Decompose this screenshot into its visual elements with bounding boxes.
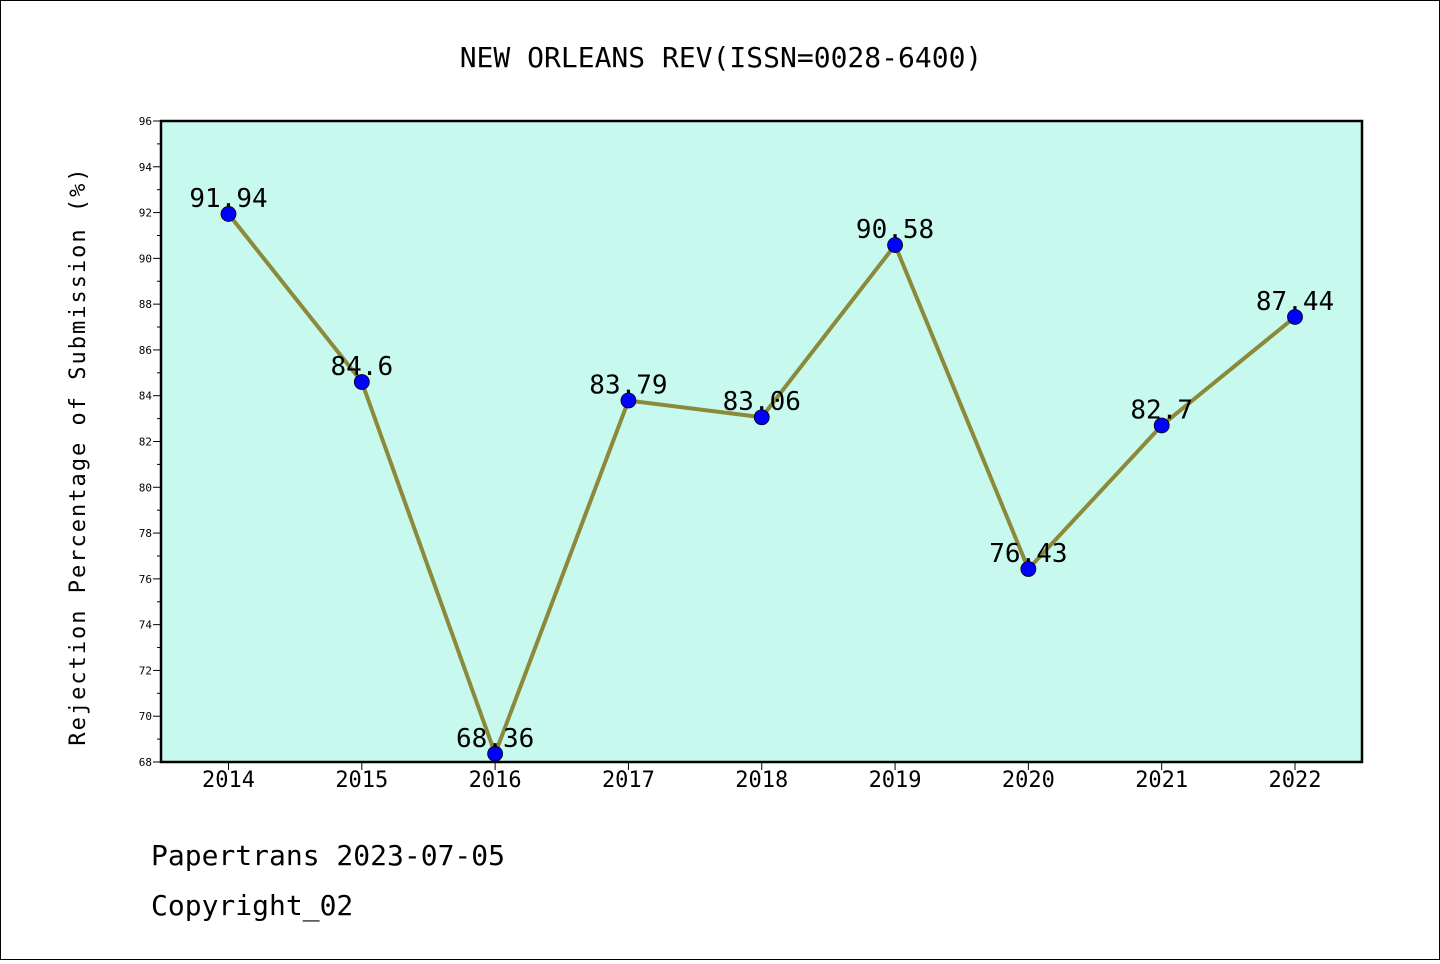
data-label: 83.79 xyxy=(589,371,667,401)
data-point xyxy=(887,237,903,253)
y-tick-label: 76 xyxy=(139,573,152,586)
data-label: 76.43 xyxy=(989,539,1067,569)
series-line: 91.94 84.6 68.36 83.79 83.06 90.58 76.43 82.7 87… xyxy=(189,184,1334,762)
x-tick-label: 2014 xyxy=(202,768,255,793)
plot-border xyxy=(159,119,1364,764)
data-point xyxy=(220,206,237,222)
data-point xyxy=(1020,561,1037,577)
x-tick-label: 2017 xyxy=(602,768,655,793)
data-label: 87.44 xyxy=(1256,287,1334,317)
chart-title: NEW ORLEANS REV(ISSN=0028-6400) xyxy=(460,41,983,74)
y-tick-label: 96 xyxy=(139,115,152,128)
data-label: 90.58 xyxy=(856,215,934,245)
x-tick-label: 2019 xyxy=(869,768,922,793)
y-tick-label: 68 xyxy=(139,756,152,769)
y-tick-label: 94 xyxy=(139,161,153,174)
x-tick-label: 2021 xyxy=(1135,768,1188,793)
data-label: 82.7 xyxy=(1130,395,1193,425)
plot-area xyxy=(161,121,1362,762)
y-tick-label: 90 xyxy=(139,252,152,265)
data-point xyxy=(620,392,637,409)
y-tick-label: 92 xyxy=(139,207,152,220)
x-tick-label: 2016 xyxy=(469,768,522,793)
y-tick-label: 70 xyxy=(139,710,152,723)
y-tick-label: 86 xyxy=(139,344,152,357)
y-tick-label: 80 xyxy=(139,481,152,494)
footer-date: Papertrans 2023-07-05 xyxy=(151,839,505,872)
x-tick-label: 2018 xyxy=(735,768,788,793)
y-tick-label: 72 xyxy=(139,664,152,677)
x-tick-label: 2020 xyxy=(1002,768,1055,793)
data-label: 68.36 xyxy=(456,724,534,754)
data-label: 91.94 xyxy=(189,184,267,214)
y-tick-label: 74 xyxy=(139,619,153,632)
x-axis: 2014 2015 2016 2017 2018 2019 2020 2021 2022 xyxy=(202,762,1321,793)
y-axis-label: Rejection Percentage of Submission (%) xyxy=(66,166,91,745)
x-tick-label: 2015 xyxy=(335,768,388,793)
x-tick-label: 2022 xyxy=(1269,768,1322,793)
y-tick-label: 88 xyxy=(139,298,152,311)
y-tick-label: 84 xyxy=(139,390,153,403)
data-label: 84.6 xyxy=(331,352,394,382)
y-tick-label: 78 xyxy=(139,527,152,540)
data-point xyxy=(1153,417,1170,434)
data-point xyxy=(753,409,770,426)
data-point xyxy=(353,374,370,390)
footer-copyright: Copyright_02 xyxy=(151,889,353,923)
data-label: 83.06 xyxy=(723,387,801,417)
data-point xyxy=(1287,309,1303,325)
y-tick-label: 82 xyxy=(139,436,152,449)
y-axis: 68 70 72 74 76 78 80 82 84 86 88 90 92 94 96 xyxy=(139,115,161,769)
